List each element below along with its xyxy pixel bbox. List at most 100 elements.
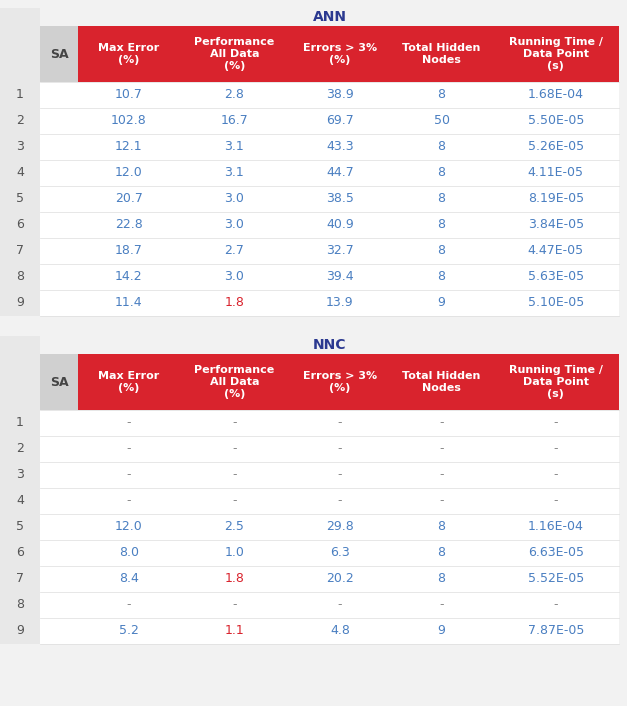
Text: 6: 6 xyxy=(16,546,24,559)
Bar xyxy=(0,336,40,644)
Text: SA: SA xyxy=(50,376,68,388)
Text: 1: 1 xyxy=(16,417,24,429)
Text: 8: 8 xyxy=(438,573,446,585)
Text: 50: 50 xyxy=(433,114,450,128)
Text: -: - xyxy=(337,443,342,455)
Text: 9: 9 xyxy=(438,625,446,638)
Text: 32.7: 32.7 xyxy=(326,244,354,258)
Text: 4.47E-05: 4.47E-05 xyxy=(528,244,584,258)
Text: -: - xyxy=(440,417,444,429)
Text: 4.11E-05: 4.11E-05 xyxy=(528,167,584,179)
Text: -: - xyxy=(232,599,236,611)
Text: 3.0: 3.0 xyxy=(224,218,245,232)
Text: 4: 4 xyxy=(16,494,24,508)
Text: Running Time /
Data Point
(s): Running Time / Data Point (s) xyxy=(508,365,603,399)
Bar xyxy=(40,26,78,82)
Text: 20.2: 20.2 xyxy=(326,573,354,585)
Text: 18.7: 18.7 xyxy=(115,244,143,258)
Text: 1.8: 1.8 xyxy=(224,297,245,309)
Text: 5.52E-05: 5.52E-05 xyxy=(527,573,584,585)
Text: 8: 8 xyxy=(438,244,446,258)
Text: 2.7: 2.7 xyxy=(224,244,245,258)
Bar xyxy=(0,8,40,316)
Text: 8: 8 xyxy=(438,167,446,179)
Text: 7: 7 xyxy=(16,573,24,585)
Text: 39.4: 39.4 xyxy=(326,270,354,284)
Text: -: - xyxy=(337,599,342,611)
Text: -: - xyxy=(440,469,444,481)
Text: 5.2: 5.2 xyxy=(119,625,139,638)
Text: 5.63E-05: 5.63E-05 xyxy=(528,270,584,284)
Text: 1.1: 1.1 xyxy=(224,625,245,638)
Text: 5: 5 xyxy=(16,193,24,205)
Text: 2.5: 2.5 xyxy=(224,520,245,534)
Text: 38.5: 38.5 xyxy=(326,193,354,205)
Text: 102.8: 102.8 xyxy=(111,114,147,128)
Text: 2.8: 2.8 xyxy=(224,88,245,102)
Text: -: - xyxy=(127,469,131,481)
Text: 6: 6 xyxy=(16,218,24,232)
Text: -: - xyxy=(232,469,236,481)
Text: 3: 3 xyxy=(16,140,24,153)
Text: 8.0: 8.0 xyxy=(119,546,139,559)
Text: 1: 1 xyxy=(16,88,24,102)
Text: 12.0: 12.0 xyxy=(115,520,143,534)
Text: 8: 8 xyxy=(438,546,446,559)
Text: 6.63E-05: 6.63E-05 xyxy=(528,546,584,559)
Text: 40.9: 40.9 xyxy=(326,218,354,232)
Text: 3: 3 xyxy=(16,469,24,481)
Bar xyxy=(40,26,619,82)
Bar xyxy=(40,354,78,410)
Text: 2: 2 xyxy=(16,114,24,128)
Text: 10.7: 10.7 xyxy=(115,88,143,102)
Text: 22.8: 22.8 xyxy=(115,218,143,232)
Text: 20.7: 20.7 xyxy=(115,193,143,205)
Text: 3.1: 3.1 xyxy=(224,167,245,179)
Text: 1.16E-04: 1.16E-04 xyxy=(528,520,584,534)
Text: -: - xyxy=(440,494,444,508)
Text: 5: 5 xyxy=(16,520,24,534)
Text: 1.68E-04: 1.68E-04 xyxy=(528,88,584,102)
Text: Performance
All Data
(%): Performance All Data (%) xyxy=(194,37,275,71)
Text: 8.19E-05: 8.19E-05 xyxy=(528,193,584,205)
Text: Errors > 3%
(%): Errors > 3% (%) xyxy=(303,43,377,65)
Text: 69.7: 69.7 xyxy=(326,114,354,128)
Text: 8: 8 xyxy=(438,88,446,102)
Text: -: - xyxy=(554,469,558,481)
Bar xyxy=(40,26,619,316)
Text: ANN: ANN xyxy=(312,10,347,24)
Text: 16.7: 16.7 xyxy=(221,114,248,128)
Text: 3.0: 3.0 xyxy=(224,193,245,205)
Text: -: - xyxy=(337,469,342,481)
Text: Total Hidden
Nodes: Total Hidden Nodes xyxy=(403,43,481,65)
Text: 9: 9 xyxy=(438,297,446,309)
Text: 7: 7 xyxy=(16,244,24,258)
Text: -: - xyxy=(127,443,131,455)
Text: 4: 4 xyxy=(16,167,24,179)
Text: 7.87E-05: 7.87E-05 xyxy=(527,625,584,638)
Text: NNC: NNC xyxy=(313,338,346,352)
Text: 13.9: 13.9 xyxy=(326,297,354,309)
Text: -: - xyxy=(127,417,131,429)
Text: 8: 8 xyxy=(16,270,24,284)
Text: -: - xyxy=(232,443,236,455)
Text: 5.10E-05: 5.10E-05 xyxy=(527,297,584,309)
Text: 8: 8 xyxy=(438,218,446,232)
Text: Total Hidden
Nodes: Total Hidden Nodes xyxy=(403,371,481,393)
Text: 1.0: 1.0 xyxy=(224,546,245,559)
Text: Errors > 3%
(%): Errors > 3% (%) xyxy=(303,371,377,393)
Bar xyxy=(40,354,619,644)
Text: 8: 8 xyxy=(438,193,446,205)
Bar xyxy=(40,354,619,410)
Text: 2: 2 xyxy=(16,443,24,455)
Text: 12.1: 12.1 xyxy=(115,140,143,153)
Text: 8: 8 xyxy=(438,520,446,534)
Text: -: - xyxy=(232,494,236,508)
Text: 8.4: 8.4 xyxy=(119,573,139,585)
Text: -: - xyxy=(337,494,342,508)
Text: 29.8: 29.8 xyxy=(326,520,354,534)
Text: 9: 9 xyxy=(16,297,24,309)
Text: 12.0: 12.0 xyxy=(115,167,143,179)
Text: 9: 9 xyxy=(16,625,24,638)
Text: 5.50E-05: 5.50E-05 xyxy=(527,114,584,128)
